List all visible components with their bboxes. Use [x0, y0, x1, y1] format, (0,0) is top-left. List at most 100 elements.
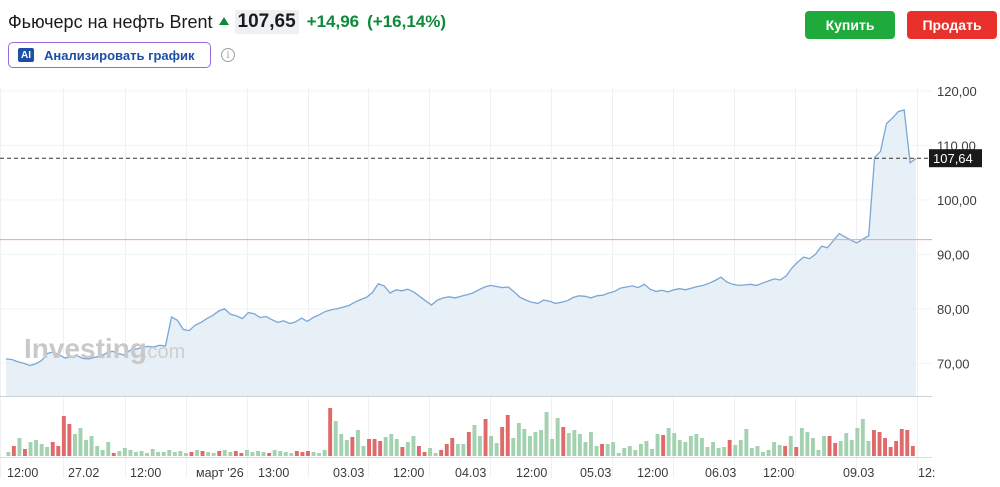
volume-bar: [67, 424, 72, 456]
ai-icon: AI: [18, 48, 34, 62]
analyze-chart-button[interactable]: AI Анализировать график: [8, 42, 211, 68]
volume-bar: [250, 452, 255, 456]
volume-bar: [139, 451, 144, 456]
last-price-tag-bg: [929, 149, 982, 168]
volume-bar: [733, 445, 738, 456]
volume-bar: [899, 429, 904, 456]
sell-button[interactable]: Продать: [907, 11, 997, 39]
price-chart[interactable]: Investing .com 120,00110,00100,0090,0080…: [0, 80, 1000, 487]
volume-bar: [683, 442, 688, 456]
last-price: 107,65: [234, 10, 299, 34]
volume-bar: [217, 451, 222, 456]
volume-bar: [655, 434, 660, 456]
x-tick-label: 03.03: [333, 466, 364, 480]
volume-bar: [339, 434, 344, 456]
volume-bar: [278, 451, 283, 456]
volume-bar: [466, 432, 471, 456]
volume-bar: [167, 450, 172, 456]
volume-bar: [905, 430, 910, 456]
volume-bar: [644, 441, 649, 456]
volume-bar: [755, 446, 760, 456]
volume-bar: [455, 444, 460, 456]
volume-bar: [761, 452, 765, 456]
x-tick-label: 09.03: [843, 466, 874, 480]
y-tick-label: 80,00: [937, 302, 970, 317]
volume-bar: [583, 442, 588, 456]
volume-bar: [744, 429, 749, 456]
volume-bar: [788, 436, 793, 456]
volume-bar: [827, 436, 832, 456]
volume-bar: [639, 444, 643, 456]
volume-bar: [378, 441, 383, 456]
volume-bar: [333, 421, 338, 456]
volume-bar: [716, 448, 721, 456]
volume-bar: [367, 439, 371, 456]
volume-bar: [833, 443, 838, 456]
buy-button[interactable]: Купить: [805, 11, 895, 39]
volume-bar: [489, 436, 493, 456]
volume-bar: [700, 438, 704, 456]
volume-bar: [577, 434, 582, 456]
volume-bar: [261, 452, 266, 456]
x-tick-label: 05.03: [580, 466, 611, 480]
volume-bar: [17, 438, 22, 456]
volume-bar: [627, 446, 632, 456]
volume-bar: [910, 446, 915, 456]
volume-bar: [555, 418, 560, 456]
volume-bar: [594, 446, 599, 456]
volume-bar: [400, 447, 405, 456]
volume-bar: [711, 442, 715, 456]
volume-bar: [422, 452, 427, 456]
volume-bar: [39, 444, 44, 456]
volume-bar: [306, 451, 310, 456]
volume-bar: [344, 440, 349, 456]
volume-bar: [694, 434, 699, 456]
investing-watermark: Investing .com: [24, 333, 185, 364]
volume-bar: [849, 440, 854, 456]
volume-bar: [184, 453, 188, 456]
volume-bar: [150, 449, 155, 456]
volume-bar: [350, 437, 355, 456]
x-tick-label: 12:00: [7, 466, 38, 480]
x-tick-label: 04.03: [455, 466, 486, 480]
volume-bar: [28, 442, 33, 456]
volume-bar: [439, 450, 444, 456]
volume-bar: [522, 429, 527, 456]
volume-bar: [661, 435, 666, 456]
volume-bar: [561, 427, 566, 456]
volume-bar: [100, 450, 105, 456]
volume-bar: [267, 453, 272, 456]
volume-bar: [311, 452, 316, 456]
watermark-brand: Investing: [24, 333, 147, 364]
analyze-chart-label: Анализировать график: [44, 47, 195, 63]
info-icon[interactable]: i: [221, 48, 235, 62]
volume-bar: [34, 440, 38, 456]
volume-bar: [478, 436, 482, 456]
price-line: [5, 109, 917, 367]
volume-bar: [505, 415, 510, 456]
volume-bar: [772, 442, 776, 456]
volume-bar: [294, 451, 299, 456]
price-up-arrow-icon: [218, 17, 229, 25]
volume-bar: [605, 444, 610, 456]
volume-bar: [239, 453, 244, 456]
volume-bar: [633, 450, 638, 456]
volume-bar: [189, 452, 194, 456]
volume-bar: [328, 408, 333, 456]
volume-bar: [283, 452, 288, 456]
volume-bar: [600, 444, 604, 456]
volume-bar: [511, 438, 516, 456]
y-tick-label: 100,00: [937, 193, 977, 208]
volume-bar: [566, 433, 571, 456]
instrument-title: Фьючерс на нефть Brent: [8, 11, 213, 32]
volume-bar: [844, 433, 849, 456]
volume-bar: [822, 436, 826, 456]
volume-bar: [483, 419, 488, 456]
volume-bar: [528, 436, 532, 456]
volume-bar: [622, 448, 627, 456]
x-tick-label: 12:00: [637, 466, 668, 480]
volume-bar: [61, 416, 66, 456]
x-tick-label: 12:00: [130, 466, 161, 480]
x-tick-label: 13:00: [258, 466, 289, 480]
